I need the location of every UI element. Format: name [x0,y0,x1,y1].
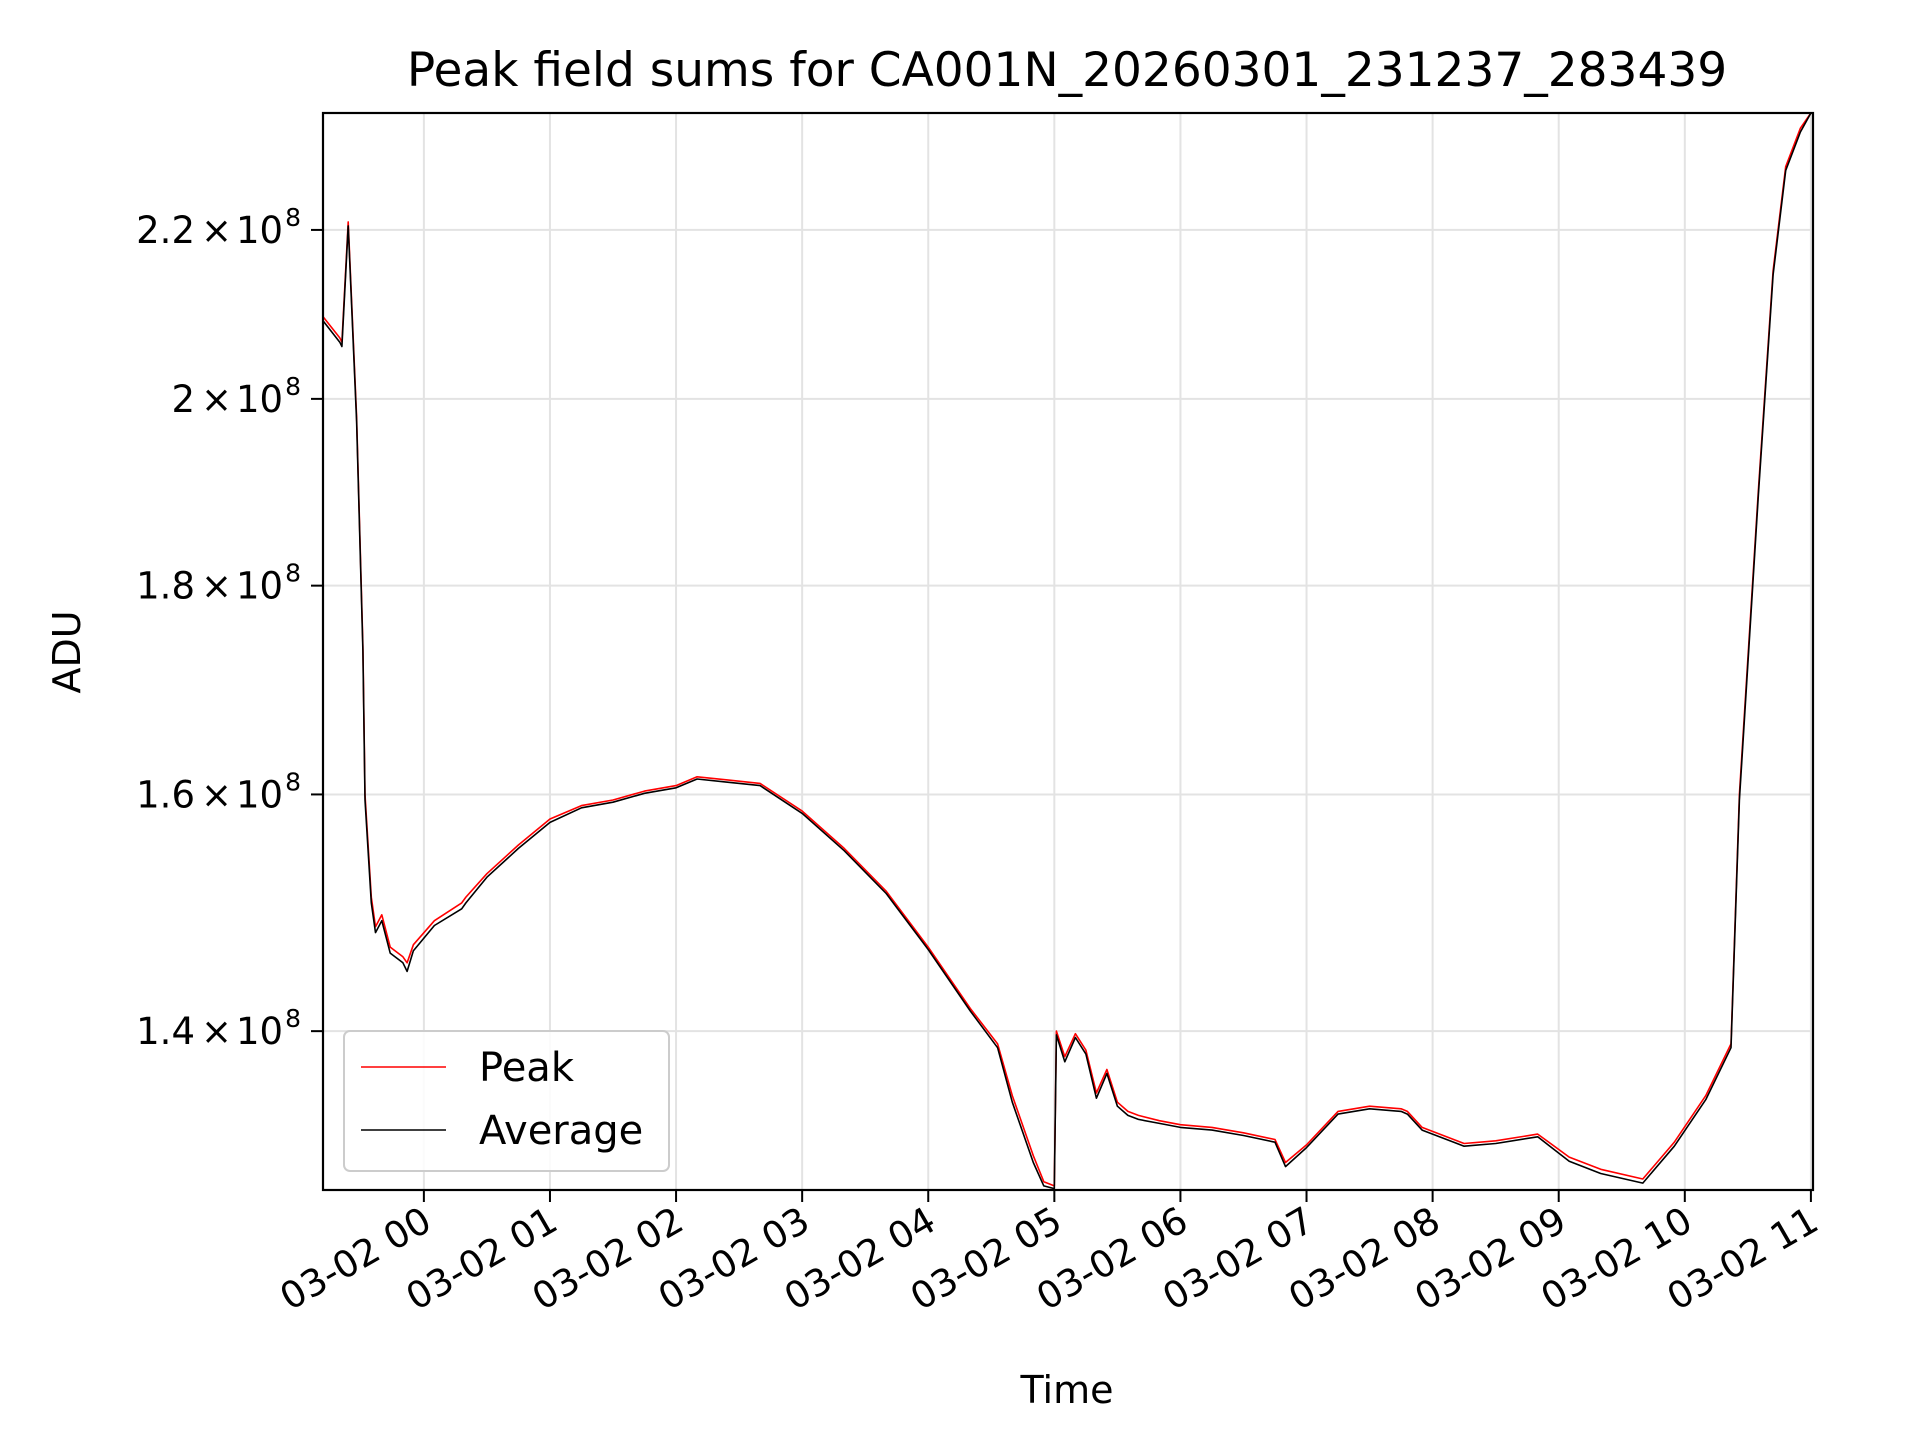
chart-title: Peak field sums for CA001N_20260301_2312… [407,43,1727,98]
legend-average-label: Average [479,1108,643,1154]
grid-layer [323,113,1813,1190]
y-tick-label: 2 × 108 [171,372,301,421]
y-axis-label: ADU [45,610,89,693]
y-tick-layer: 1.4 × 108 1.6 × 108 1.8 × 108 2 × 108 2.2 × 108 [136,203,323,1053]
y-tick-label: 1.4 × 108 [136,1004,301,1053]
legend-peak-label: Peak [479,1045,575,1091]
series-layer [322,112,1812,1190]
y-tick-label: 1.6 × 108 [136,767,301,816]
y-tick-label: 2.2 × 108 [136,203,301,252]
x-axis-label: Time [1020,1368,1114,1412]
plot-frame [321,111,1815,1192]
legend-box [343,1030,670,1172]
average-series-line [322,112,1812,1190]
legend: Peak Average [343,1030,670,1172]
y-tick-label: 1.8 × 108 [136,559,301,608]
